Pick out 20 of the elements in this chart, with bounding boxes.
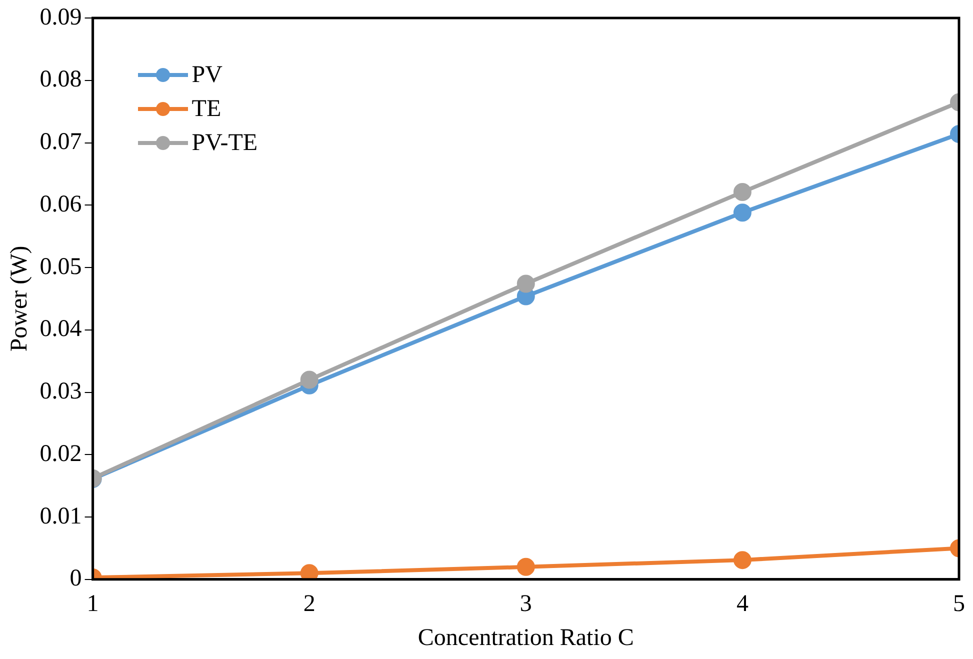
y-tick-label: 0.07 (40, 129, 82, 156)
legend-label: TE (192, 96, 222, 122)
y-tick-label: 0 (70, 566, 82, 592)
legend-label: PV (192, 62, 222, 88)
legend-label: PV-TE (192, 130, 258, 156)
y-tick-label: 0.05 (40, 254, 82, 280)
x-tick-label: 4 (736, 591, 748, 618)
y-tick-label: 0.01 (40, 503, 82, 530)
x-tick-label: 1 (86, 591, 99, 618)
y-axis-title: Power (W) (6, 246, 33, 352)
y-tick-label: 0.02 (40, 440, 82, 467)
x-tick-label: 2 (303, 591, 316, 618)
x-axis-title: Concentration Ratio C (418, 624, 634, 651)
y-tick-label: 0.04 (40, 316, 82, 342)
x-tick-label: 5 (953, 591, 965, 618)
x-tick-label: 3 (520, 591, 532, 618)
y-tick-label: 0.06 (40, 191, 82, 218)
y-tick-label: 0.03 (40, 378, 82, 405)
y-tick-label: 0.09 (40, 4, 82, 30)
y-tick-label: 0.08 (40, 66, 82, 93)
